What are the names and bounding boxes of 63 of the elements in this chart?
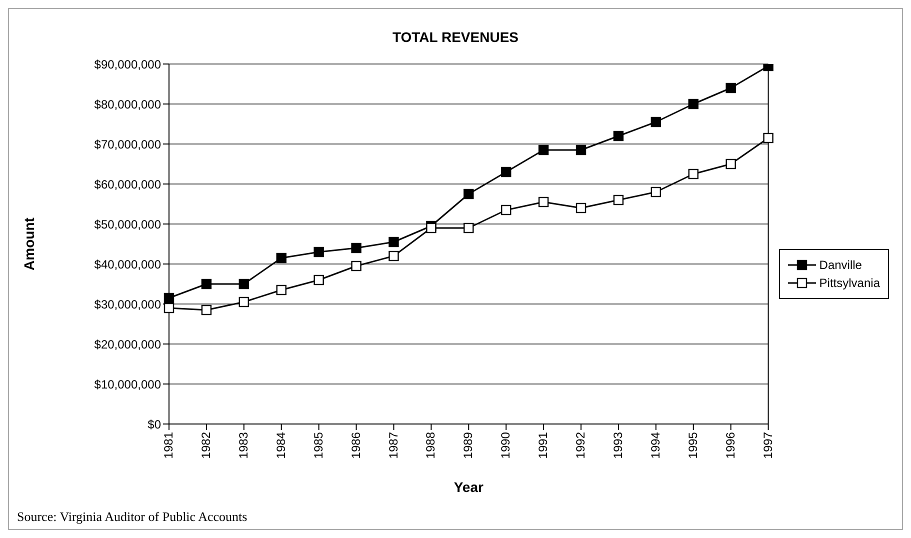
y-tick-label: $70,000,000 xyxy=(94,137,162,152)
point xyxy=(501,166,512,178)
y-tick-label: $10,000,000 xyxy=(94,377,162,392)
point xyxy=(314,246,324,258)
point xyxy=(351,260,362,272)
point xyxy=(726,82,736,94)
chart-title: TOTAL REVENUES xyxy=(391,29,520,45)
point xyxy=(576,202,586,214)
point xyxy=(164,302,174,314)
x-tick-label: 1997 xyxy=(760,432,775,459)
point xyxy=(613,194,624,206)
point xyxy=(464,188,474,200)
point xyxy=(726,158,736,170)
point xyxy=(688,98,698,110)
x-tick-label: 1982 xyxy=(198,432,213,459)
point xyxy=(276,252,286,264)
x-tick-label: 1991 xyxy=(536,432,550,459)
x-tick-label: 1992 xyxy=(574,432,588,459)
point xyxy=(576,144,586,156)
y-tick-label: $20,000,000 xyxy=(94,337,162,352)
point xyxy=(538,196,549,208)
y-tick-label: $50,000,000 xyxy=(94,217,162,232)
y-tick-label: $80,000,000 xyxy=(94,97,162,112)
point xyxy=(388,236,399,248)
x-tick-label: 1984 xyxy=(274,432,288,459)
point xyxy=(688,168,698,180)
y-tick-label: $30,000,000 xyxy=(94,297,162,312)
point xyxy=(501,204,512,216)
x-tick-label: 1989 xyxy=(461,432,476,459)
y-axis-title: Amount xyxy=(20,217,37,270)
x-tick-label: 1983 xyxy=(236,432,250,459)
y-tick-label: $60,000,000 xyxy=(94,177,162,192)
point xyxy=(276,284,286,296)
point xyxy=(388,250,399,262)
x-tick-label: 1994 xyxy=(648,432,662,459)
y-tick-label: $90,000,000 xyxy=(94,57,162,72)
y-tick-label: $40,000,000 xyxy=(94,257,162,272)
legend-label: Pittsylvania xyxy=(819,276,880,290)
x-tick-label: 1988 xyxy=(424,432,438,459)
point xyxy=(314,274,324,286)
source-note: Source: Virginia Auditor of Public Accounts xyxy=(17,509,248,525)
point xyxy=(238,278,250,290)
x-tick-label: 1996 xyxy=(723,432,738,459)
x-tick-label: 1981 xyxy=(162,432,176,459)
x-tick-label: 1990 xyxy=(498,432,513,459)
legend-label: Danville xyxy=(819,258,862,272)
point xyxy=(164,292,174,304)
point xyxy=(763,132,774,144)
x-tick-label: 1995 xyxy=(686,432,700,459)
point xyxy=(351,242,362,254)
point xyxy=(464,222,474,234)
y-tick-label: $0 xyxy=(148,417,162,432)
x-tick-label: 1987 xyxy=(386,432,400,459)
point xyxy=(650,186,662,198)
x-tick-label: 1985 xyxy=(311,432,326,459)
point xyxy=(201,278,212,290)
point xyxy=(613,130,624,142)
point xyxy=(538,144,549,156)
point xyxy=(201,304,212,316)
x-tick-label: 1986 xyxy=(348,432,363,459)
x-axis-title: Year xyxy=(454,479,484,495)
x-tick-label: 1993 xyxy=(610,432,625,459)
point xyxy=(238,296,250,308)
